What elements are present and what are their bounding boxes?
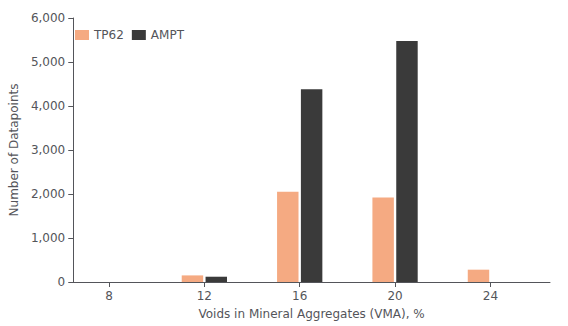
svg-text:1,000: 1,000 — [31, 231, 65, 245]
svg-text:12: 12 — [197, 289, 212, 303]
svg-text:2,000: 2,000 — [31, 187, 65, 201]
svg-text:3,000: 3,000 — [31, 143, 65, 157]
svg-text:AMPT: AMPT — [151, 28, 185, 42]
svg-text:4,000: 4,000 — [31, 99, 65, 113]
svg-text:20: 20 — [387, 289, 402, 303]
svg-text:8: 8 — [105, 289, 113, 303]
svg-text:6,000: 6,000 — [31, 11, 65, 25]
svg-text:24: 24 — [483, 289, 498, 303]
svg-text:0: 0 — [58, 275, 66, 289]
svg-text:16: 16 — [292, 289, 307, 303]
svg-text:5,000: 5,000 — [31, 55, 65, 69]
svg-text:Voids in Mineral Aggregates (V: Voids in Mineral Aggregates (VMA), % — [198, 307, 424, 321]
svg-text:TP62: TP62 — [93, 28, 124, 42]
svg-text:Number of Datapoints: Number of Datapoints — [7, 84, 21, 217]
